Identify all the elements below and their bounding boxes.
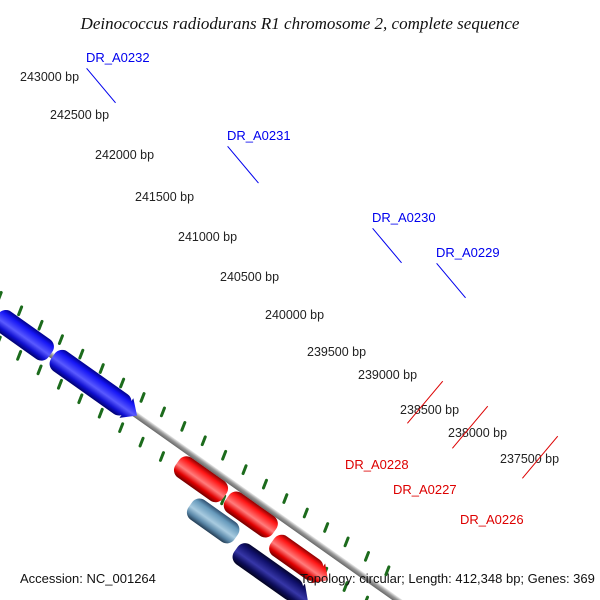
axis-tick-label-2: 242000 bp: [95, 148, 154, 162]
axis-tick-label-5: 240500 bp: [220, 270, 279, 284]
gene-segment-dr-a0230a[interactable]: [0, 306, 57, 364]
gene-label-dr-a0231: DR_A0231: [227, 128, 291, 143]
axis-tick-label-3: 241500 bp: [135, 190, 194, 204]
topology-info: Topology: circular; Length: 412,348 bp; …: [300, 571, 600, 586]
accession-label: Accession:: [20, 571, 83, 586]
gene-label-dr-a0226: DR_A0226: [460, 512, 524, 527]
gene-label-dr-a0229: DR_A0229: [436, 245, 500, 260]
axis-tick-label-4: 241000 bp: [178, 230, 237, 244]
axis-tick-label-10: 238000 bp: [448, 426, 507, 440]
axis-tick-label-8: 239000 bp: [358, 368, 417, 382]
axis-tick-label-7: 239500 bp: [307, 345, 366, 359]
gene-label-dr-a0228: DR_A0228: [345, 457, 409, 472]
ruler-ticks: [0, 191, 391, 600]
axis-tick-label-0: 243000 bp: [20, 70, 79, 84]
accession-value: NC_001264: [87, 571, 156, 586]
gene-label-dr-a0230: DR_A0230: [372, 210, 436, 225]
accession-info: Accession: NC_001264: [20, 571, 156, 586]
genome-browser-diagram: Deinococcus radiodurans R1 chromosome 2,…: [0, 0, 600, 600]
axis-tick-label-9: 238500 bp: [400, 403, 459, 417]
axis-tick-label-6: 240000 bp: [265, 308, 324, 322]
chromosome-ribbon-svg: [0, 0, 600, 600]
axis-tick-label-11: 237500 bp: [500, 452, 559, 466]
gene-label-dr-a0227: DR_A0227: [393, 482, 457, 497]
axis-tick-label-1: 242500 bp: [50, 108, 109, 122]
gene-label-dr-a0232: DR_A0232: [86, 50, 150, 65]
